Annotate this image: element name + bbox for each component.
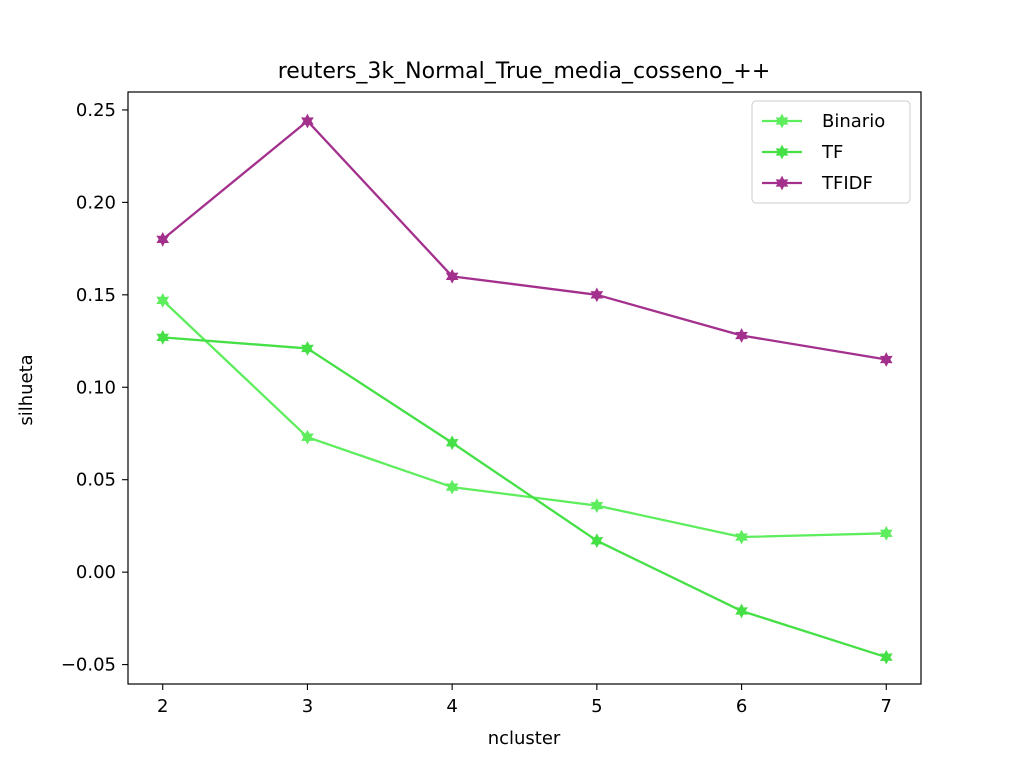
- data-point: [735, 328, 748, 343]
- y-tick-label: 0.05: [76, 470, 116, 491]
- data-point: [590, 287, 604, 303]
- x-tick-label: 3: [302, 696, 313, 717]
- data-point: [879, 525, 893, 541]
- series-tf: [156, 329, 893, 665]
- y-tick-label: −0.05: [61, 655, 116, 676]
- chart-title: reuters_3k_Normal_True_media_cosseno_++: [278, 59, 771, 84]
- data-point: [156, 293, 170, 308]
- data-point: [156, 329, 170, 345]
- legend-item: Binario: [762, 111, 885, 132]
- legend-box: [751, 100, 911, 204]
- data-point: [445, 435, 459, 451]
- data-point: [590, 498, 604, 513]
- x-tick-label: 7: [881, 696, 892, 717]
- data-point: [879, 352, 893, 367]
- data-point: [735, 529, 748, 545]
- data-point: [156, 231, 170, 247]
- x-axis-ticks: 2 3 4 5 6 7: [157, 684, 892, 717]
- legend-item: TF: [762, 142, 843, 163]
- data-point: [301, 341, 314, 356]
- y-tick-label: 0.20: [76, 192, 116, 213]
- series-layer: [156, 113, 893, 665]
- x-axis-label: ncluster: [488, 728, 561, 749]
- x-tick-label: 6: [736, 696, 747, 717]
- series-binario: [156, 293, 893, 545]
- data-point: [735, 603, 748, 619]
- legend-label: Binario: [822, 111, 885, 132]
- series-line: [162, 119, 887, 361]
- y-tick-label: 0.15: [76, 285, 116, 306]
- x-tick-label: 2: [157, 696, 168, 717]
- series-line: [162, 336, 887, 659]
- legend-label: TFIDF: [821, 173, 873, 194]
- data-point: [301, 429, 314, 445]
- y-tick-label: 0.00: [76, 562, 116, 583]
- data-point: [879, 649, 893, 665]
- y-tick-label: 0.25: [76, 100, 116, 121]
- y-axis-ticks: −0.05 0.00 0.05 0.10 0.15 0.20 0.25: [61, 100, 128, 676]
- data-point: [590, 533, 604, 549]
- data-point: [301, 113, 314, 129]
- legend-item: TFIDF: [762, 173, 873, 194]
- x-tick-label: 4: [446, 696, 457, 717]
- series-line: [161, 299, 887, 539]
- data-point: [445, 268, 459, 284]
- legend-swatch-marker: [775, 113, 789, 129]
- legend: Binario TF TFIDF: [751, 100, 911, 204]
- data-point: [445, 479, 459, 495]
- legend-label: TF: [821, 142, 843, 163]
- legend-swatch-marker: [775, 144, 789, 160]
- y-tick-label: 0.10: [76, 377, 116, 398]
- series-tfidf: [156, 113, 893, 367]
- y-axis-label: silhueta: [16, 354, 37, 425]
- legend-swatch-marker: [775, 175, 789, 191]
- x-tick-label: 5: [591, 696, 602, 717]
